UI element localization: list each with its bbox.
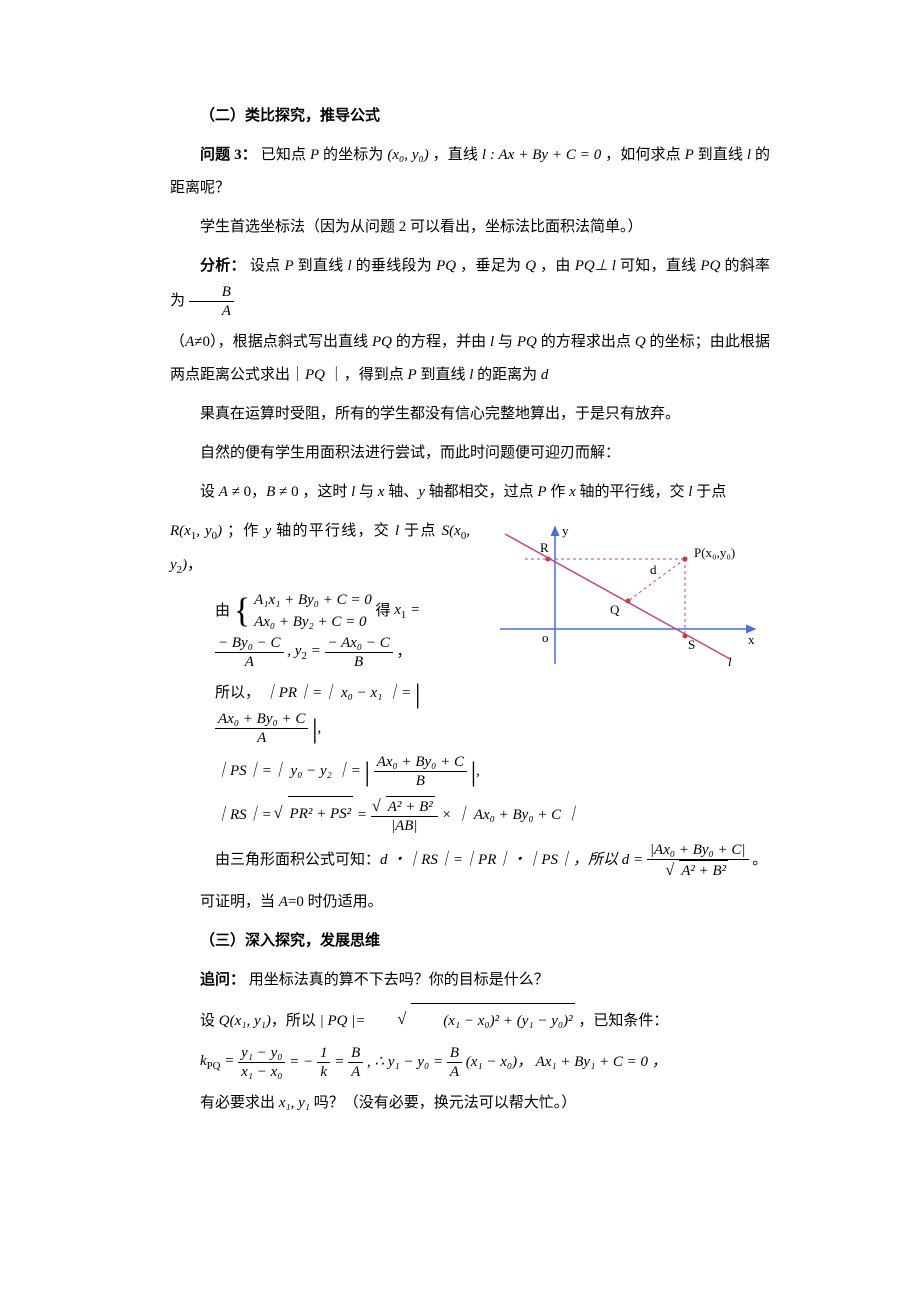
coords-p: (x₀, y₀) bbox=[387, 147, 428, 163]
analysis-label: 分析： bbox=[200, 258, 246, 274]
svg-text:R: R bbox=[540, 540, 549, 555]
svg-text:P(x₀,y₀): P(x₀,y₀) bbox=[694, 545, 735, 560]
sys-eq-2: Ax₀ + By₂ + C = 0 bbox=[254, 614, 366, 630]
problem-3-label: 问题 3： bbox=[200, 147, 257, 163]
geometry-diagram: R P(x₀,y₀) d Q S x y o l bbox=[480, 519, 770, 669]
t: 已知点 bbox=[261, 147, 310, 163]
section-2-heading: （二）类比探究，推导公式 bbox=[170, 100, 770, 133]
triangle-area: 由三角形面积公式可知：d ・｜RS｜=｜PR｜・｜PS｜，所以 d = |Ax₀… bbox=[215, 841, 770, 880]
frac-b-over-a: B A bbox=[189, 283, 234, 320]
followup-label: 追问： bbox=[200, 972, 245, 988]
setup-line: 设 A ≠ 0，B ≠ 0 ，这时 l 与 x 轴、y 轴都相交，过点 P 作 … bbox=[170, 476, 770, 509]
pr-eq: 所以， ｜PR｜=｜ x₀ − x₁ ｜= | Ax₀ + By₀ + CA |… bbox=[215, 677, 770, 747]
svg-text:Q: Q bbox=[610, 602, 620, 617]
rs-eq: ｜RS｜= PR² + PS² = A² + B² |AB| × ｜ Ax₀ +… bbox=[215, 796, 770, 835]
followup-p: 追问： 用坐标法真的算不下去吗？你的目标是什么？ bbox=[170, 964, 770, 997]
problem-3: 问题 3： 已知点 P 的坐标为 (x₀, y₀) ，直线 l : Ax + B… bbox=[170, 139, 770, 205]
pref-line: 学生首选坐标法（因为从问题 2 可以看出，坐标法比面积法简单。） bbox=[170, 211, 770, 244]
k-pq-eq: kPQ = y₁ − y₀x₁ − x₀ = − 1k = BA , ∴ y₁ … bbox=[200, 1044, 770, 1081]
analysis-p: 分析： 设点 P 到直线 l 的垂线段为 PQ ，垂足为 Q ，由 PQ⊥ l … bbox=[170, 250, 770, 320]
need-line: 有必要求出 x₁, y₁ 吗？（没有必要，换元法可以帮大忙。） bbox=[170, 1087, 770, 1120]
line-eq: l : Ax + By + C = 0 bbox=[482, 147, 601, 163]
ps-eq: ｜PS｜=｜ y₀ − y₂ ｜= | Ax₀ + By₀ + CB |, bbox=[215, 753, 770, 790]
svg-text:l: l bbox=[728, 654, 732, 669]
t: ，如何求点 bbox=[605, 147, 684, 163]
svg-text:y: y bbox=[562, 523, 569, 538]
followup-text: 用坐标法真的算不下去吗？你的目标是什么？ bbox=[249, 972, 549, 988]
document-page: （二）类比探究，推导公式 问题 3： 已知点 P 的坐标为 (x₀, y₀) ，… bbox=[0, 0, 920, 1302]
svg-text:x: x bbox=[748, 632, 755, 647]
section-3-heading: （三）深入探究，发展思维 bbox=[170, 925, 770, 958]
area-try: 自然的便有学生用面积法进行尝试，而此时问题便可迎刃而解： bbox=[170, 437, 770, 470]
svg-text:d: d bbox=[650, 562, 657, 577]
svg-text:o: o bbox=[542, 630, 549, 645]
analysis-p2: （A≠0），根据点斜式写出直线 PQ 的方程，并由 l 与 PQ 的方程求出点 … bbox=[170, 326, 770, 392]
verify-line: 可证明，当 A=0 时仍适用。 bbox=[170, 886, 770, 919]
t: 的坐标为 bbox=[323, 147, 387, 163]
svg-text:S: S bbox=[688, 637, 695, 652]
sys-eq-1: A₁x₁ + By₀ + C = 0 bbox=[254, 592, 372, 608]
t: 到直线 bbox=[698, 147, 747, 163]
t: ，直线 bbox=[433, 147, 482, 163]
giveup: 果真在运算时受阻，所有的学生都没有信心完整地算出，于是只有放弃。 bbox=[170, 398, 770, 431]
set-q: 设 Q(x₁, y₁)，所以 | PQ |= (x₁ − x₀)² + (y₁ … bbox=[170, 1003, 770, 1038]
